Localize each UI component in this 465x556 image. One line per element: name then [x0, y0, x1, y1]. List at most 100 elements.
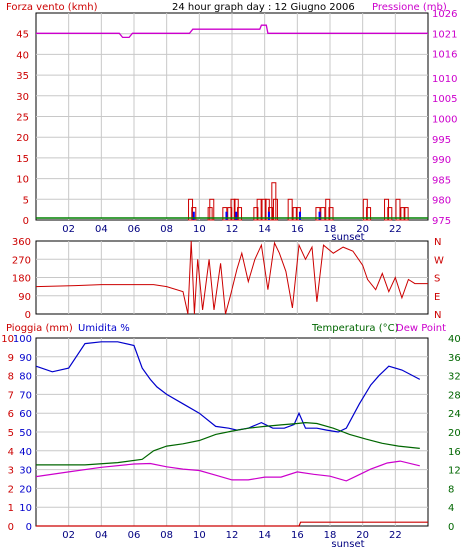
wind-gust-bar	[192, 211, 195, 220]
wind-x-tick-label: 16	[291, 224, 304, 235]
wind-gust-bar	[298, 211, 301, 220]
wind-speed-bar	[188, 198, 194, 221]
wind-speed-bar	[287, 198, 293, 221]
wind-speed-tick-label: 0	[23, 216, 29, 227]
pressure-tick-label: 980	[432, 196, 451, 207]
humidity-tick-label: 30	[19, 466, 32, 477]
wind-speed-tick-label: 30	[16, 92, 29, 103]
humidity-x-tick-label: 16	[291, 530, 304, 541]
humidity-x-tick-label: 08	[160, 530, 173, 541]
humidity-tick-label: 90	[19, 353, 32, 364]
direction-tick-label: 90	[18, 292, 31, 303]
humidity-x-tick-label: 04	[95, 530, 108, 541]
wind-speed-tick-label: 40	[16, 50, 29, 61]
direction-tick-label: 0	[25, 310, 31, 321]
humidity-tick-label: 10	[19, 503, 32, 514]
humidity-tick-label: 20	[19, 484, 32, 495]
dewpoint-axis-label: Dew Point	[396, 323, 446, 334]
rain-tick-label: 6	[8, 409, 14, 420]
wind-x-tick-label: 10	[193, 224, 206, 235]
rain-tick-label: 8	[8, 372, 14, 383]
wind-speed-bar	[227, 207, 233, 221]
humidity-tick-label: 80	[19, 372, 32, 383]
direction-tick-label: 180	[12, 274, 31, 285]
wind-speed-bar	[272, 198, 278, 221]
wind-speed-bar	[395, 198, 401, 221]
wind-speed-tick-label: 25	[16, 113, 29, 124]
chart-title: 24 hour graph day : 12 Giugno 2006	[172, 2, 355, 13]
wind-speed-bar	[237, 207, 243, 221]
wind-x-tick-label: 12	[226, 224, 239, 235]
humidity-tick-label: 0	[26, 522, 32, 533]
wind-x-tick-label: 02	[62, 224, 75, 235]
wind-x-tick-label: 18	[324, 224, 337, 235]
wind-speed-bar	[328, 207, 334, 221]
rain-tick-label: 10	[1, 334, 14, 345]
pressure-tick-label: 1000	[432, 115, 457, 126]
wind-speed-bar	[209, 198, 215, 221]
humidity-x-tick-label: 20	[356, 530, 369, 541]
pressure-tick-label: 985	[432, 175, 451, 186]
humidity-tick-label: 50	[19, 428, 32, 439]
humidity-x-tick-label: 02	[62, 530, 75, 541]
wind-speed-bar	[366, 207, 372, 221]
sunset-marker-label: sunset	[331, 232, 364, 243]
wind-speed-bar	[400, 207, 406, 221]
wind-speed-bar	[256, 198, 262, 221]
humidity-x-tick-label: 18	[324, 530, 337, 541]
wind-speed-tick-label: 45	[16, 30, 29, 41]
wind-speed-bar	[253, 207, 259, 221]
wind-speed-tick-label: 15	[16, 154, 29, 165]
pressure-tick-label: 990	[432, 155, 451, 166]
compass-label: W	[434, 255, 444, 266]
rain-line	[36, 521, 428, 527]
pressure-line	[36, 24, 428, 39]
pressure-tick-label: 975	[432, 216, 451, 227]
temperature-axis-label: Temperatura (°C)	[311, 323, 399, 334]
pressure-axis-label: Pressione (mb)	[372, 2, 447, 13]
wind-gust-bar	[267, 211, 270, 220]
compass-label: N	[434, 237, 441, 248]
temperature-tick-label: 12	[448, 466, 461, 477]
wind-speed-bar	[384, 198, 390, 221]
wind-gust-bar	[235, 211, 238, 220]
wind-speed-bar	[320, 207, 326, 221]
temperature-tick-label: 4	[448, 503, 454, 514]
wind-speed-tick-label: 20	[16, 133, 29, 144]
humidity-tick-label: 70	[19, 390, 32, 401]
compass-label: S	[434, 274, 440, 285]
rain-tick-label: 4	[8, 447, 14, 458]
wind-speed-bar	[261, 198, 267, 221]
pressure-tick-label: 1021	[432, 29, 457, 40]
temperature-tick-label: 0	[448, 522, 454, 533]
temperature-tick-label: 20	[448, 428, 461, 439]
wind-speed-bar	[292, 207, 298, 221]
wind-x-tick-label: 14	[258, 224, 271, 235]
rain-tick-label: 5	[8, 428, 14, 439]
wind-speed-bar	[264, 198, 270, 221]
rain-tick-label: 1	[8, 503, 14, 514]
rain-tick-label: 3	[8, 466, 14, 477]
pressure-tick-label: 1016	[432, 50, 457, 61]
wind-direction-line	[35, 240, 428, 315]
rain-tick-label: 0	[8, 522, 14, 533]
wind-speed-tick-label: 10	[16, 175, 29, 186]
wind-gust-bar	[225, 211, 228, 220]
wind-speed-bar	[387, 207, 393, 221]
wind-speed-axis-label: Forza vento (kmh)	[6, 2, 98, 13]
compass-label: E	[434, 292, 440, 303]
wind-x-tick-label: 06	[128, 224, 141, 235]
humidity-tick-label: 40	[19, 447, 32, 458]
rain-humidity-axis-label-1: Pioggia (mm)	[6, 323, 73, 334]
wind-x-tick-label: 08	[160, 224, 173, 235]
temperature-line	[36, 421, 420, 466]
pressure-tick-label: 1005	[432, 94, 457, 105]
temperature-tick-label: 8	[448, 484, 454, 495]
humidity-x-tick-label: 10	[193, 530, 206, 541]
wind-speed-bar	[230, 198, 236, 221]
temperature-tick-label: 32	[448, 372, 461, 383]
temperature-tick-label: 24	[448, 409, 461, 420]
rain-tick-label: 9	[8, 353, 14, 364]
temperature-tick-label: 40	[448, 334, 461, 345]
